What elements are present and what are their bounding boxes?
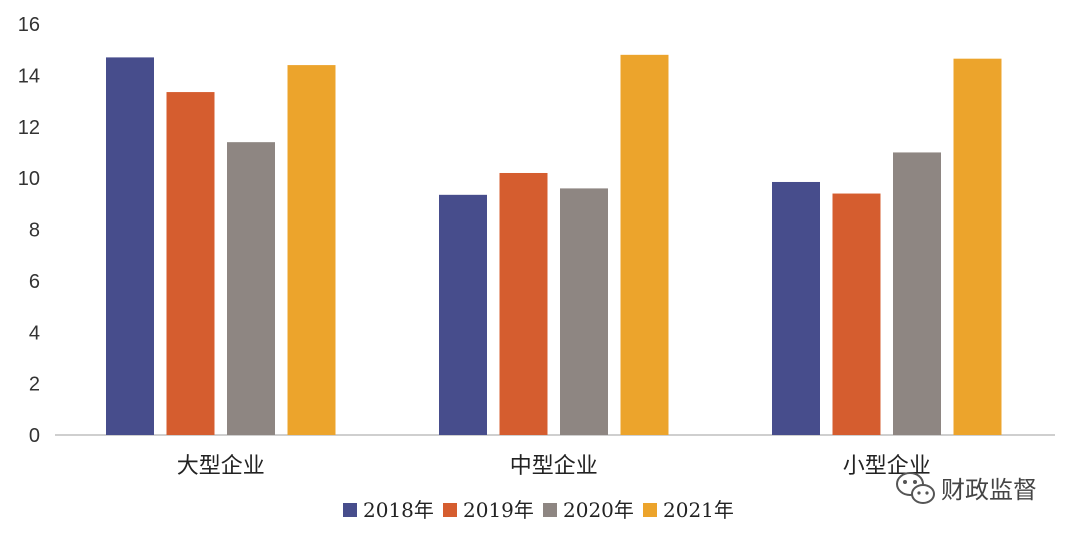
bar-2-2 (499, 172, 548, 436)
y-axis-ticks: 0 2 4 6 8 10 12 14 16 (18, 14, 40, 447)
bar-2-1 (439, 194, 487, 435)
y-tick-label: 14 (18, 65, 40, 87)
bar-1-3 (227, 142, 275, 435)
bar-3-1 (772, 181, 820, 435)
bar-3-4 (953, 58, 1002, 435)
category-labels: 大型企业 中型企业 小型企业 (177, 454, 931, 479)
bar-3-3 (893, 152, 941, 435)
legend-swatch (443, 503, 457, 517)
y-tick-label: 10 (18, 168, 40, 190)
y-tick-label: 12 (18, 117, 40, 139)
legend-swatch (343, 503, 357, 517)
category-label: 中型企业 (510, 454, 598, 479)
y-tick-label: 0 (29, 425, 40, 447)
bar-2-4 (620, 54, 669, 435)
bar-1-4 (287, 65, 336, 435)
legend: 2018年 2019年 2020年 2021年 (343, 498, 734, 522)
bar-2-3 (560, 188, 608, 435)
category-label: 大型企业 (177, 454, 265, 479)
legend-swatch (643, 503, 657, 517)
legend-swatch (543, 503, 557, 517)
y-tick-label: 4 (29, 322, 40, 344)
bar-1-1 (106, 57, 154, 436)
y-tick-label: 8 (29, 220, 40, 242)
legend-label: 2019年 (463, 498, 534, 522)
legend-label: 2020年 (563, 498, 634, 522)
bar-3-2 (832, 193, 881, 435)
y-tick-label: 6 (29, 271, 40, 293)
y-tick-label: 2 (29, 374, 40, 396)
y-tick-label: 16 (18, 14, 40, 36)
legend-label: 2021年 (663, 498, 734, 522)
bar-1-2 (166, 92, 215, 436)
watermark-text: 财政监督 (941, 476, 1037, 504)
legend-label: 2018年 (363, 498, 434, 522)
watermark: 财政监督 (896, 472, 1037, 504)
wechat-icon (896, 472, 935, 504)
bars (106, 54, 1002, 436)
